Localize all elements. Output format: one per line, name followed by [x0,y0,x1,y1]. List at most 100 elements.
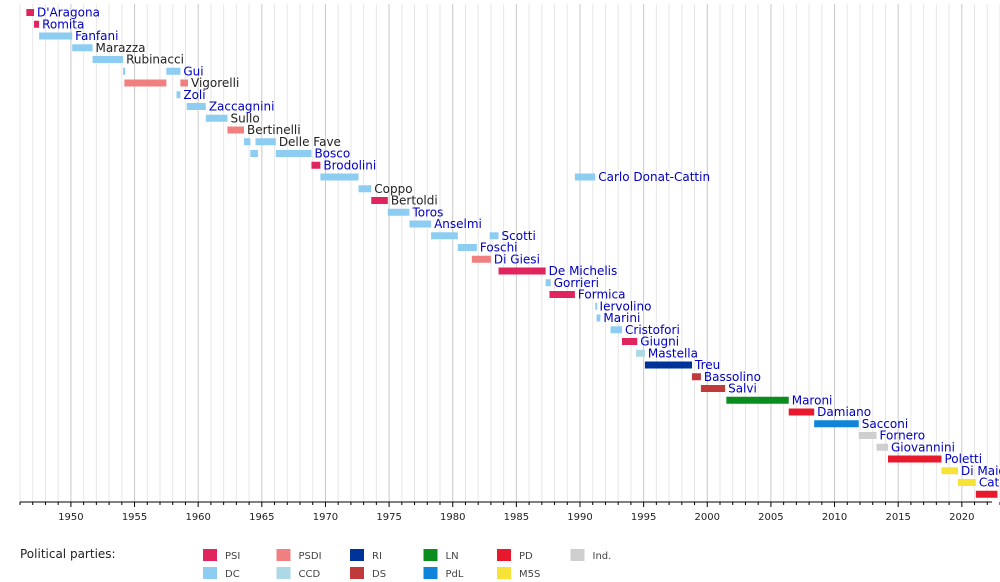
minister-name[interactable]: Di Maio [961,464,1000,478]
minister-name[interactable]: Giugni [640,335,679,349]
minister-name[interactable]: Catalfo [979,476,1000,490]
term-bar [92,56,124,63]
minister-name: Bertinelli [247,123,301,137]
party-legend: Political parties: PSI DC PSDI CCD RI DS LN PdL… [20,547,611,580]
minister-name[interactable]: Bosco [314,147,350,161]
legend-swatch [350,567,364,579]
x-tick-label: 1980 [440,512,465,523]
term-bar [471,255,491,263]
minister-name[interactable]: Iervolino [600,299,652,313]
term-bar [700,385,726,392]
term-bar [596,314,601,322]
minister-name[interactable]: Cristofori [625,323,680,337]
term-bar [123,67,126,75]
minister-name[interactable]: Poletti [944,452,982,466]
term-bar [227,126,244,134]
term-bar [888,455,942,463]
minister-name[interactable]: Sacconi [862,417,908,431]
minister-name: Sullo [230,111,259,125]
term-bars [26,9,998,498]
term-bar [311,161,321,169]
legend-label: M5S [519,569,540,580]
minister-name[interactable]: Marini [603,311,640,325]
term-bar [788,408,815,416]
x-tick-label: 2010 [822,512,847,523]
legend-swatch [203,549,217,561]
minister-name: Delle Fave [279,135,341,149]
term-bar [574,173,596,181]
term-bar [876,443,888,451]
grid-lines [19,4,1000,502]
term-bar [814,420,859,428]
minister-name[interactable]: Formica [578,288,626,302]
minister-name[interactable]: Maroni [792,393,833,407]
minister-name[interactable]: Mastella [648,346,698,360]
x-tick-label: 1975 [376,512,401,523]
x-axis: 1950 1955 1960 1965 1970 1975 1980 1985 1990 1995… [19,501,1000,523]
legend-swatch [276,549,291,561]
term-bar [358,185,372,193]
x-tick-label: 1955 [122,512,147,523]
minister-name[interactable]: Fanfani [75,29,118,43]
term-bar [610,326,622,334]
minister-name[interactable]: Bassolino [704,370,761,384]
term-bar [176,91,181,99]
term-bar [726,396,789,404]
minister-name[interactable]: D'Aragona [37,6,100,20]
term-bar [166,67,181,75]
minister-name[interactable]: Gorrieri [554,276,599,290]
minister-name[interactable]: De Michelis [549,264,618,278]
minister-name[interactable]: Damiano [817,405,871,419]
term-bar [244,138,251,146]
term-bar [457,244,477,251]
term-bar [941,467,958,475]
legend-swatch [350,549,364,561]
legend-label: PdL [446,569,464,580]
legend-swatch [423,567,438,579]
term-bar [489,232,499,240]
minister-name[interactable]: Treu [694,358,720,372]
minister-name[interactable]: Scotti [502,229,536,243]
legend-swatch [203,567,217,579]
term-bar [498,267,546,275]
term-bar [595,302,598,310]
term-bar [34,20,40,28]
minister-name: Vigorelli [191,76,239,90]
term-bar [549,291,575,298]
legend-label: DS [372,569,386,580]
x-tick-label: 1970 [313,512,338,523]
legend-label: PSI [225,551,240,562]
x-tick-label: 1995 [631,512,656,523]
minister-name[interactable]: Di Giesi [494,252,540,266]
minister-name[interactable]: Brodolini [323,158,376,172]
term-bar [644,361,692,369]
term-bar [275,150,312,157]
minister-name[interactable]: Fornero [880,429,926,443]
minister-name[interactable]: Carlo Donat-Cattin [598,170,710,184]
minister-name[interactable]: Toros [411,205,443,219]
minister-name[interactable]: Foschi [480,241,518,255]
term-bar [124,79,167,87]
term-bar [975,490,998,498]
minister-name[interactable]: Romita [42,17,84,31]
minister-name[interactable]: Zaccagnini [209,100,275,114]
minister-name[interactable]: Anselmi [434,217,482,231]
legend-swatch [497,567,511,579]
term-bar [622,338,638,345]
minister-name[interactable]: Zoli [183,88,205,102]
legend-title: Political parties: [20,547,116,561]
minister-name: Marazza [96,41,146,55]
term-bar [409,220,432,228]
term-bar [387,208,410,216]
x-tick-label: 1985 [504,512,529,523]
minister-name[interactable]: Salvi [728,382,757,396]
minister-name[interactable]: Gui [183,64,203,78]
legend-label: LN [446,551,459,562]
minister-name: Bertoldi [391,194,438,208]
legend-label: Ind. [593,551,612,562]
x-tick-label: 1960 [185,512,210,523]
term-bar [255,138,276,146]
term-bar [205,114,228,122]
minister-name[interactable]: Giovannini [891,440,955,454]
